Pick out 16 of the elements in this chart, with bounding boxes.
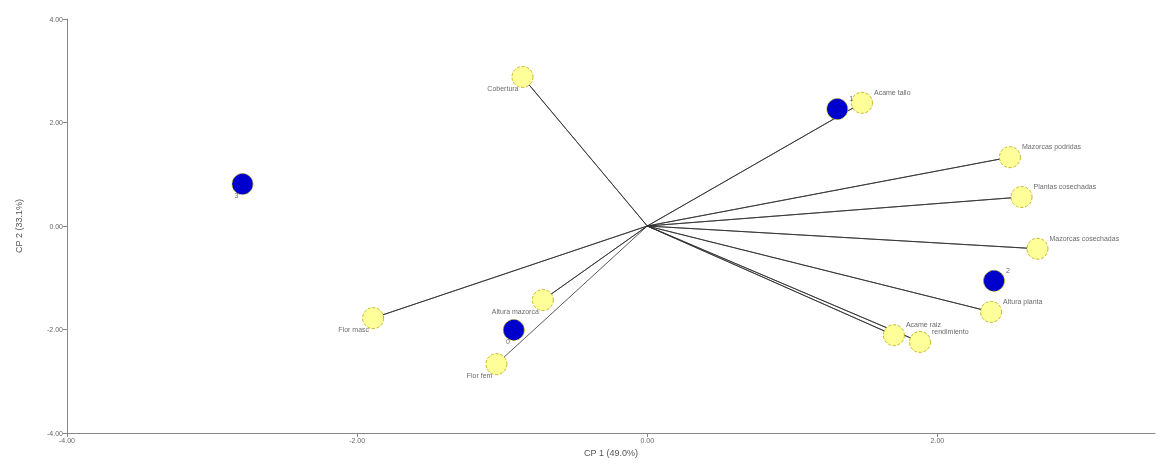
point: [531, 289, 554, 311]
point: [999, 146, 1021, 169]
y-axis-title: CP 2 (33.1%): [13, 199, 24, 253]
point: [983, 269, 1005, 292]
point: [231, 173, 254, 195]
point: [502, 319, 525, 341]
point: [883, 324, 905, 347]
point: [826, 98, 849, 120]
point: [362, 307, 384, 330]
point: [909, 331, 931, 353]
x-axis-title: CP 1 (49.0%): [584, 448, 638, 459]
point: [851, 91, 873, 114]
point: [1026, 237, 1049, 260]
point: [511, 66, 534, 88]
point: [1010, 186, 1033, 208]
point: [980, 301, 1002, 323]
